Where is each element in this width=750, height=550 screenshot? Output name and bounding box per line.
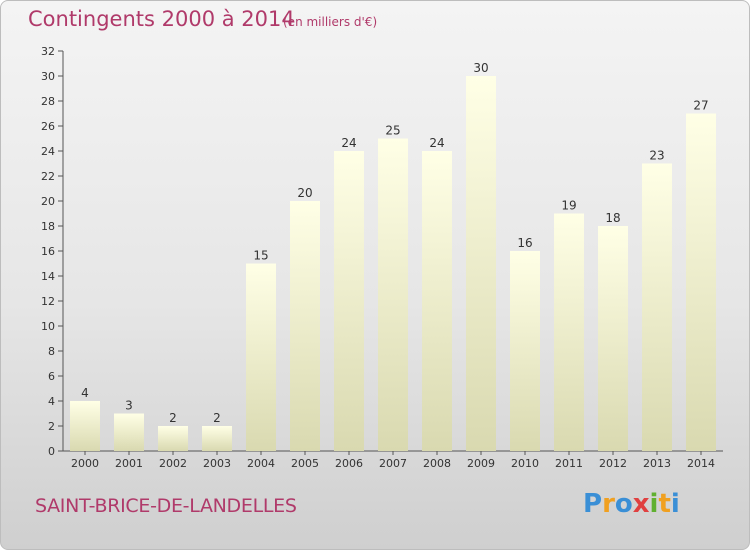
bar-2006: [334, 151, 364, 451]
x-tick-label: 2013: [643, 457, 671, 470]
x-tick-label: 2012: [599, 457, 627, 470]
x-tick-label: 2011: [555, 457, 583, 470]
logo-letter: P: [583, 489, 603, 519]
y-tick-label: 32: [41, 45, 55, 58]
y-tick-label: 14: [41, 270, 55, 283]
x-tick-label: 2004: [247, 457, 275, 470]
value-label-2006: 24: [341, 136, 356, 150]
x-tick-label: 2007: [379, 457, 407, 470]
y-tick-label: 30: [41, 70, 55, 83]
x-tick-label: 2000: [71, 457, 99, 470]
value-label-2001: 3: [125, 399, 133, 413]
y-tick-label: 12: [41, 295, 55, 308]
bar-2001: [114, 413, 144, 451]
value-label-2014: 27: [693, 99, 708, 113]
bar-2013: [642, 163, 672, 451]
y-tick-label: 20: [41, 195, 55, 208]
value-label-2005: 20: [297, 186, 312, 200]
y-tick-label: 0: [48, 445, 55, 458]
y-tick-label: 6: [48, 370, 55, 383]
x-tick-label: 2001: [115, 457, 143, 470]
x-tick-label: 2008: [423, 457, 451, 470]
proxiti-logo[interactable]: Proxiti: [583, 489, 680, 519]
x-tick-label: 2002: [159, 457, 187, 470]
y-tick-label: 26: [41, 120, 55, 133]
value-label-2009: 30: [473, 61, 488, 75]
y-tick-label: 10: [41, 320, 55, 333]
bar-2010: [510, 251, 540, 451]
y-tick-label: 16: [41, 245, 55, 258]
x-tick-label: 2010: [511, 457, 539, 470]
logo-letter: i: [649, 489, 659, 519]
value-label-2012: 18: [605, 211, 620, 225]
city-name: SAINT-BRICE-DE-LANDELLES: [35, 495, 297, 517]
logo-letter: t: [658, 489, 671, 519]
y-tick-label: 4: [48, 395, 55, 408]
x-tick-label: 2003: [203, 457, 231, 470]
value-label-2002: 2: [169, 411, 177, 425]
bar-2008: [422, 151, 452, 451]
bar-2007: [378, 138, 408, 451]
logo-letter: o: [614, 489, 633, 519]
value-label-2013: 23: [649, 149, 664, 163]
y-tick-label: 18: [41, 220, 55, 233]
x-tick-label: 2009: [467, 457, 495, 470]
y-tick-label: 28: [41, 95, 55, 108]
bar-2004: [246, 263, 276, 451]
bar-2002: [158, 426, 188, 451]
logo-letter: r: [602, 489, 615, 519]
bar-2014: [686, 113, 716, 451]
value-label-2003: 2: [213, 411, 221, 425]
logo-letter: x: [632, 489, 650, 519]
chart-subtitle: (en milliers d'€): [283, 15, 378, 29]
value-label-2007: 25: [385, 124, 400, 138]
bar-2012: [598, 226, 628, 451]
value-label-2010: 16: [517, 236, 532, 250]
value-label-2011: 19: [561, 199, 576, 213]
x-tick-label: 2014: [687, 457, 715, 470]
bar-2000: [70, 401, 100, 451]
value-label-2008: 24: [429, 136, 444, 150]
y-tick-label: 24: [41, 145, 55, 158]
value-label-2000: 4: [81, 386, 89, 400]
bar-2011: [554, 213, 584, 451]
chart-title: Contingents 2000 à 2014: [28, 7, 295, 31]
bar-2003: [202, 426, 232, 451]
logo-letter: i: [670, 489, 680, 519]
y-tick-label: 8: [48, 345, 55, 358]
value-label-2004: 15: [253, 249, 268, 263]
y-tick-label: 22: [41, 170, 55, 183]
x-tick-label: 2006: [335, 457, 363, 470]
bars: [70, 76, 716, 451]
x-tick-label: 2005: [291, 457, 319, 470]
y-tick-label: 2: [48, 420, 55, 433]
bar-2009: [466, 76, 496, 451]
bar-2005: [290, 201, 320, 451]
value-labels: 4 3 2 2 15 20 24 25 24 30 16 19 18 23 27: [81, 61, 708, 425]
